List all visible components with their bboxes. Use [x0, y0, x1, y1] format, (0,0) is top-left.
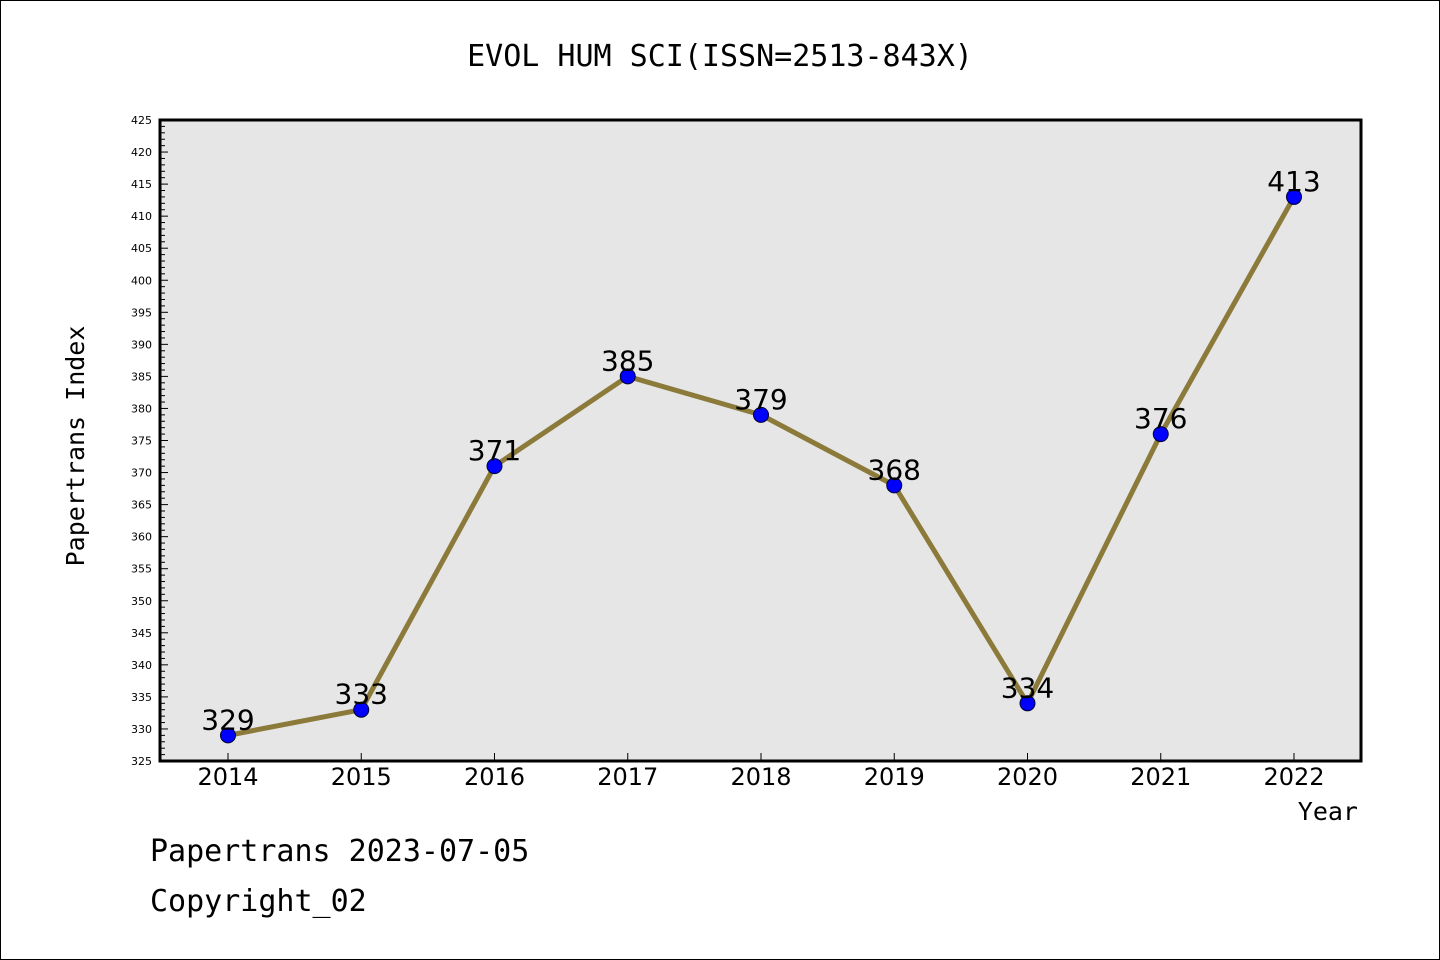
- x-tick-label: 2016: [464, 763, 525, 791]
- y-tick-labels: 325 330 335 340 345 350 355 360 365 370 375 380 385 3…: [131, 114, 152, 768]
- y-tick-label: 400: [131, 274, 152, 287]
- data-point: [486, 458, 503, 475]
- data-label: 329: [201, 703, 254, 736]
- y-tick-label: 390: [131, 338, 152, 351]
- y-tick-label: 335: [131, 691, 152, 704]
- x-tick-label: 2017: [597, 763, 658, 791]
- y-axis-label: Papertrans Index: [61, 326, 90, 567]
- data-point: [353, 701, 370, 718]
- y-tick-label: 370: [131, 467, 152, 480]
- data-label: 413: [1267, 165, 1320, 198]
- data-point: [220, 727, 236, 744]
- chart-title: EVOL HUM SCI(ISSN=2513-843X): [467, 39, 973, 74]
- y-tick-label: 330: [131, 723, 152, 736]
- data-point: [1286, 188, 1302, 205]
- data-point: [1152, 426, 1169, 443]
- data-point: [1019, 695, 1036, 712]
- x-tick-label: 2018: [730, 763, 791, 791]
- data-point: [753, 406, 769, 423]
- y-tick-label: 405: [131, 242, 152, 255]
- x-tick-label: 2020: [997, 763, 1058, 791]
- y-tick-label: 380: [131, 402, 152, 415]
- y-tick-label: 365: [131, 499, 152, 512]
- y-tick-label: 325: [131, 755, 152, 768]
- y-tick-label: 355: [131, 563, 152, 576]
- data-label: 379: [734, 383, 787, 416]
- data-markers: [220, 188, 1302, 744]
- data-label: 385: [601, 344, 654, 377]
- y-tick-label: 345: [131, 627, 152, 640]
- data-point: [886, 477, 903, 494]
- y-tick-label: 425: [131, 114, 152, 127]
- x-tick-label: 2015: [331, 763, 392, 791]
- y-tick-label: 395: [131, 306, 152, 319]
- y-tick-label: 410: [131, 210, 152, 223]
- footer-date: Papertrans 2023-07-05: [150, 834, 530, 869]
- x-tick-label: 2019: [864, 763, 925, 791]
- data-label: 376: [1134, 402, 1187, 435]
- y-tick-label: 415: [131, 178, 152, 191]
- data-point: [619, 368, 636, 385]
- footer-copyright: Copyright_02: [150, 884, 367, 919]
- plot-area: [160, 120, 1361, 761]
- data-label: 371: [468, 434, 521, 467]
- y-tick-label: 385: [131, 370, 152, 383]
- x-tick-label: 2014: [197, 763, 258, 791]
- x-tick-label: 2021: [1130, 763, 1191, 791]
- y-tick-label: 340: [131, 659, 152, 672]
- x-tick-labels: 2014 2015 2016 2017 2018 2019 2020 2021 2022: [197, 763, 1324, 791]
- data-label: 368: [868, 453, 921, 486]
- data-label: 334: [1001, 671, 1054, 704]
- data-label: 333: [335, 678, 388, 711]
- y-tick-label: 420: [131, 146, 152, 159]
- x-axis-label: Year: [1298, 797, 1358, 826]
- y-tick-label: 375: [131, 435, 152, 448]
- y-tick-label: 350: [131, 595, 152, 608]
- plot-border: [158, 118, 1363, 763]
- y-tick-label: 360: [131, 531, 152, 544]
- x-tick-label: 2022: [1263, 763, 1324, 791]
- data-labels: 329 333 371 385 379 368 334 376 413: [201, 165, 1320, 736]
